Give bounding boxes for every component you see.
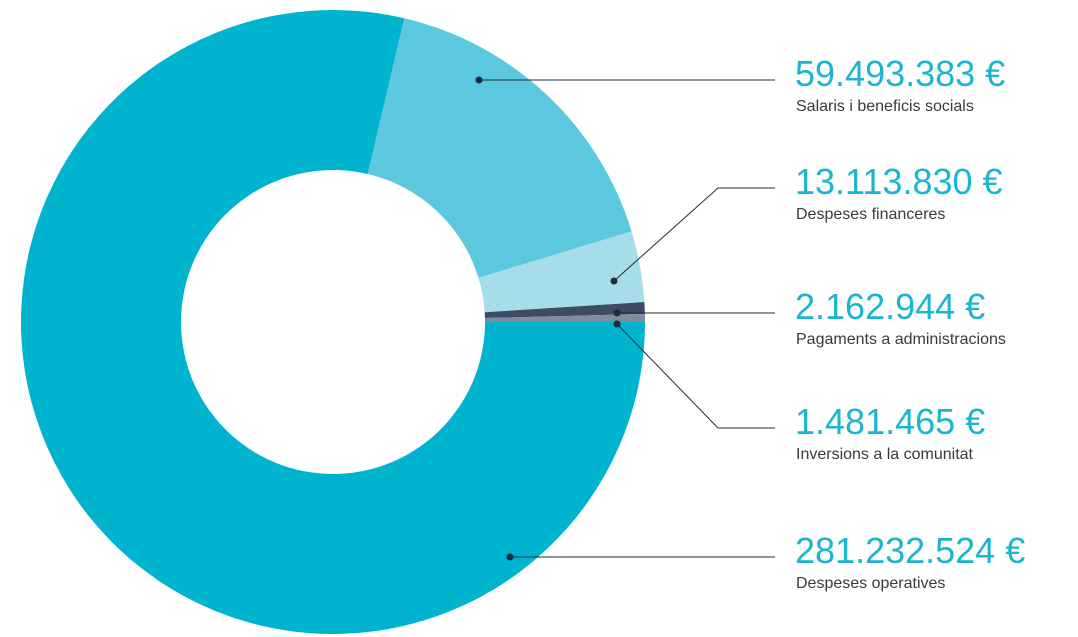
leader-dot — [475, 76, 483, 84]
donut-segment — [367, 18, 632, 278]
leader-dot — [613, 309, 621, 317]
category-label: Despeses financeres — [796, 206, 945, 223]
donut-segment — [21, 10, 646, 635]
donut-segment — [484, 302, 645, 319]
leader-line — [613, 187, 775, 282]
value-label: 281.232.524 € — [795, 530, 1025, 571]
leader-dot — [506, 553, 514, 561]
value-label: 59.493.383 € — [795, 53, 1005, 94]
category-label: Salaris i beneficis socials — [796, 98, 974, 115]
donut-segment — [484, 313, 645, 322]
category-label: Inversions a la comunitat — [796, 446, 974, 463]
leader-line — [616, 323, 775, 429]
category-label: Despeses operatives — [796, 575, 945, 592]
leader-dot — [610, 277, 618, 285]
value-label: 2.162.944 € — [795, 286, 985, 327]
value-label: 1.481.465 € — [795, 401, 985, 442]
value-label: 13.113.830 € — [795, 161, 1003, 202]
category-label: Pagaments a administracions — [796, 331, 1006, 348]
donut-segment — [478, 231, 645, 313]
leader-dot — [613, 320, 621, 328]
